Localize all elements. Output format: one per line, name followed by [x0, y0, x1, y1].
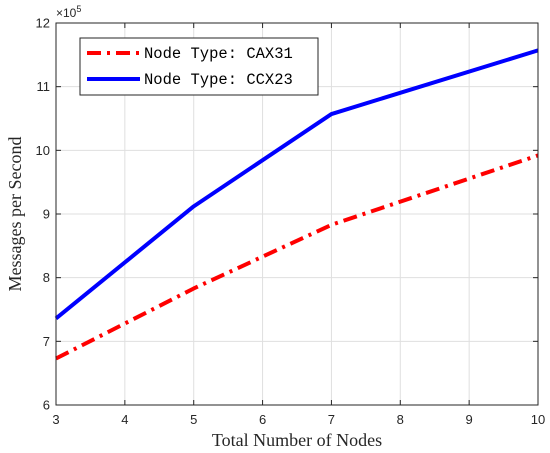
y-multiplier-exponent: 5 [76, 4, 81, 14]
x-tick-label: 4 [121, 412, 128, 427]
x-tick-label: 7 [328, 412, 335, 427]
x-tick-label: 6 [259, 412, 266, 427]
legend-label-ccx23: Node Type: CCX23 [144, 71, 293, 89]
x-axis-title: Total Number of Nodes [212, 430, 382, 450]
series-line-cax31 [55, 153, 539, 361]
y-multiplier-label: ×105 [56, 4, 81, 20]
legend: Node Type: CAX31 Node Type: CCX23 [79, 37, 319, 96]
x-tick-label: 8 [397, 412, 404, 427]
y-tick-label: 7 [43, 334, 50, 349]
axis-ticks [55, 22, 539, 406]
legend-box [79, 37, 319, 96]
y-axis-title: Messages per Second [5, 137, 25, 292]
y-tick-label: 10 [36, 143, 50, 158]
y-tick-label: 12 [36, 16, 50, 31]
series-line-ccx23 [54, 48, 539, 320]
x-tick-label: 3 [52, 412, 59, 427]
y-tick-label: 6 [43, 398, 50, 413]
y-tick-label: 9 [43, 207, 50, 222]
x-tick-label: 9 [466, 412, 473, 427]
x-tick-label: 10 [531, 412, 545, 427]
series-lines [54, 48, 539, 361]
legend-label-cax31: Node Type: CAX31 [144, 45, 293, 63]
x-tick-label: 5 [190, 412, 197, 427]
tick-labels: 3 4 5 6 7 8 9 10 6 7 8 9 10 11 12 [36, 16, 546, 428]
y-tick-label: 8 [43, 270, 50, 285]
y-tick-label: 11 [37, 79, 51, 94]
